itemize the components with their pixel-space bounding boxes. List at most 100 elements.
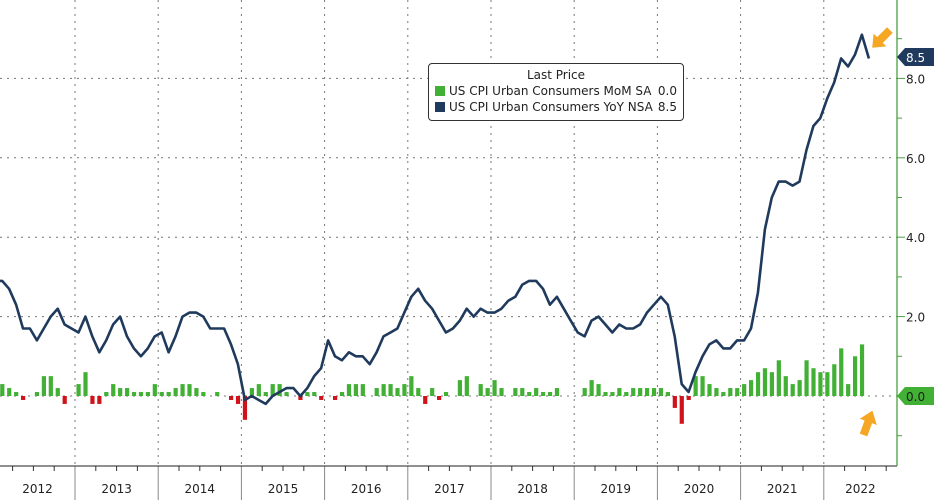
mom-bar [402, 384, 407, 396]
mom-bar [83, 372, 88, 396]
mom-bar [312, 392, 317, 396]
mom-bar [638, 388, 643, 396]
y-tick-label: 4.0 [906, 231, 925, 245]
mom-bar [270, 384, 275, 396]
x-tick-label: 2014 [185, 482, 216, 496]
mom-bar [166, 392, 171, 396]
mom-bar [839, 348, 844, 396]
mom-bar [7, 388, 12, 396]
mom-bar [48, 376, 53, 396]
mom-bar [388, 384, 393, 396]
x-tick-label: 2018 [517, 482, 548, 496]
mom-bar [305, 392, 310, 396]
mom-bar [686, 396, 691, 400]
legend-entry-yoy: US CPI Urban Consumers YoY NSA 8.5 [435, 99, 677, 115]
mom-bar [346, 384, 352, 396]
mom-bar [651, 388, 657, 396]
mom-bar [416, 388, 421, 396]
legend-value-mom: 0.0 [657, 84, 677, 98]
mom-bar [596, 384, 601, 396]
mom-bar [263, 392, 268, 396]
mom-bar [242, 396, 248, 420]
mom-bar [859, 344, 865, 396]
mom-last-callout: 0.0 [906, 390, 925, 404]
mom-bar [194, 388, 199, 396]
mom-bar [527, 392, 532, 396]
mom-bar [249, 388, 254, 396]
mom-bars [0, 344, 865, 424]
mom-bar [665, 392, 670, 396]
mom-bar [811, 368, 816, 396]
mom-bar [55, 388, 60, 396]
mom-bar [658, 388, 664, 396]
mom-bar [769, 372, 774, 396]
mom-bar [131, 392, 137, 396]
mom-bar [645, 388, 650, 396]
mom-bar [319, 396, 324, 400]
mom-bar [180, 384, 185, 396]
mom-bar [423, 396, 428, 404]
mom-bar [603, 392, 608, 396]
mom-bar [534, 388, 539, 396]
mom-bar [353, 384, 358, 396]
mom-bar [721, 392, 726, 396]
mom-bar [229, 396, 234, 400]
x-tick-label: 2012 [22, 482, 53, 496]
mom-bar [797, 380, 802, 396]
mom-bar [742, 384, 747, 396]
mom-bar [554, 388, 560, 396]
mom-bar [215, 392, 220, 396]
mom-bar [437, 396, 442, 400]
mom-bar [381, 384, 386, 396]
mom-bar [256, 384, 261, 396]
mom-bar [34, 392, 40, 396]
mom-bar [707, 384, 712, 396]
mom-bar [125, 388, 130, 396]
mom-bar [804, 360, 809, 396]
mom-bar [582, 388, 587, 396]
x-tick-label: 2017 [434, 482, 465, 496]
arrows [859, 27, 893, 437]
mom-bar [513, 388, 518, 396]
mom-bar [430, 388, 435, 396]
mom-bar [298, 396, 303, 400]
x-tick-label: 2021 [767, 482, 798, 496]
arrow-icon-top [872, 27, 893, 48]
mom-bar [589, 380, 594, 396]
mom-bar [0, 384, 5, 396]
mom-bar [783, 376, 788, 396]
mom-bar [333, 396, 338, 400]
mom-bar [624, 392, 629, 396]
y-tick-label: 6.0 [906, 152, 925, 166]
mom-bar [395, 388, 400, 396]
mom-bar [541, 392, 546, 396]
mom-bar [728, 388, 733, 396]
legend-label-yoy: US CPI Urban Consumers YoY NSA [449, 100, 653, 114]
mom-bar [520, 388, 525, 396]
mom-bar [499, 388, 504, 396]
mom-bar [610, 392, 615, 396]
y-tick-label: 8.0 [906, 72, 925, 86]
x-tick-label: 2019 [601, 482, 632, 496]
mom-bar [284, 392, 289, 396]
mom-bar [776, 360, 781, 396]
mom-bar [443, 392, 449, 396]
mom-bar [187, 384, 192, 396]
legend-value-yoy: 8.5 [657, 100, 677, 114]
legend-swatch-yoy [435, 102, 445, 112]
mom-bar [492, 380, 497, 396]
mom-bar [339, 392, 345, 396]
y-tick-label: 2.0 [906, 311, 925, 325]
mom-bar [790, 384, 795, 396]
mom-bar [374, 388, 379, 396]
callouts: 8.5 0.0 [897, 48, 934, 405]
mom-bar [735, 388, 740, 396]
mom-bar [755, 372, 761, 396]
mom-bar [14, 392, 19, 396]
x-tick-label: 2020 [684, 482, 715, 496]
yoy-last-callout: 8.5 [906, 51, 925, 65]
mom-bar [693, 376, 698, 396]
mom-bar [152, 384, 157, 396]
mom-bar [138, 392, 144, 396]
mom-bar [159, 392, 164, 396]
